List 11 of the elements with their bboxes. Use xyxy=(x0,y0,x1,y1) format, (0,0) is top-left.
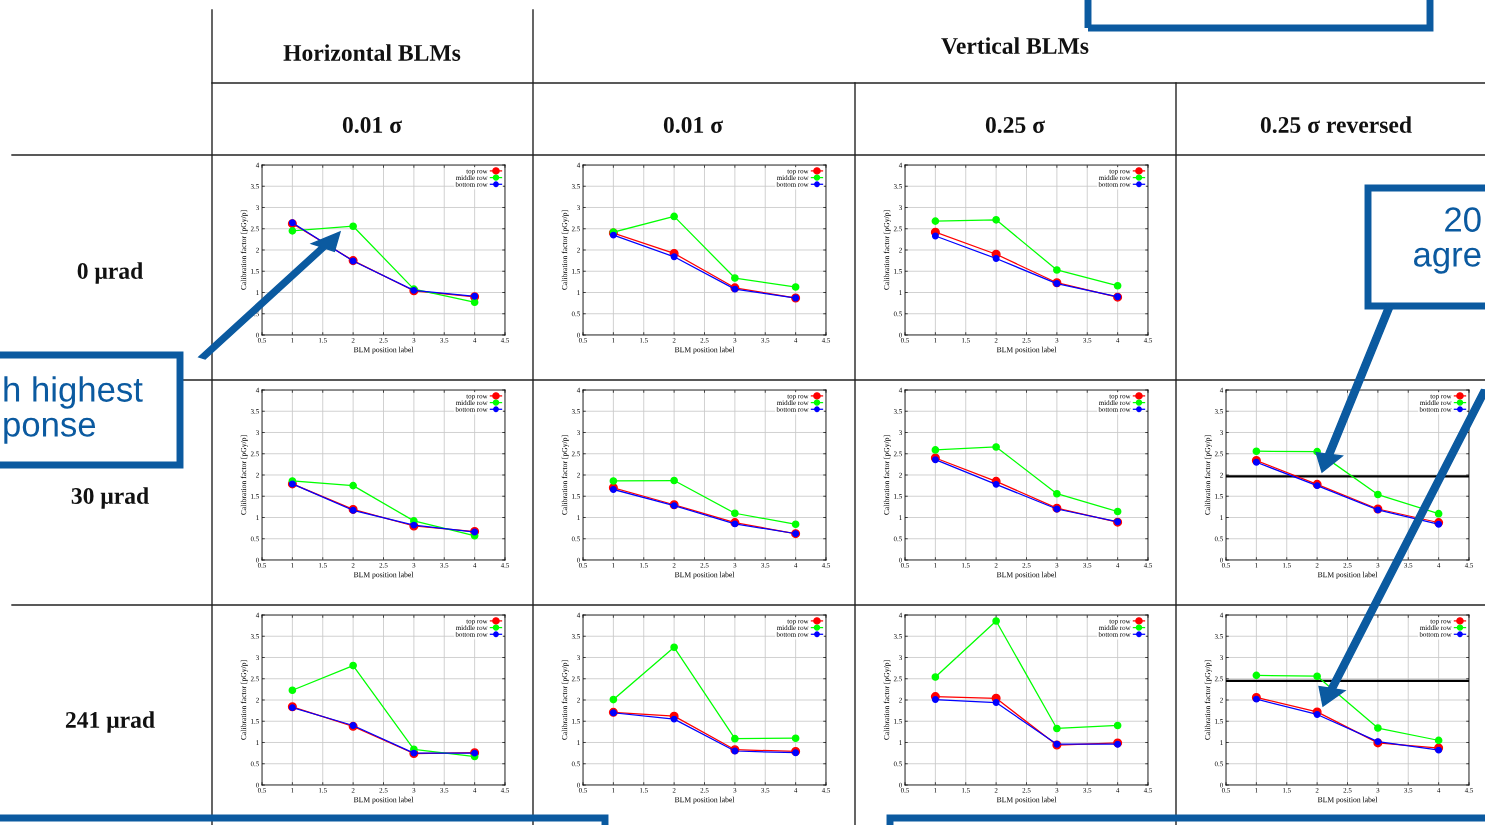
text: h highest ponse xyxy=(4,376,143,444)
text: 0 μrad xyxy=(77,262,143,284)
text: Horizontal BLMs xyxy=(283,44,461,61)
text: 0.01 σ xyxy=(663,116,723,134)
text: 0.25 σ xyxy=(985,116,1045,134)
text: 30 μrad xyxy=(71,487,149,509)
text: 0.01 σ xyxy=(342,116,402,134)
text: 0.25 σ reversed xyxy=(1260,116,1412,134)
text: Vertical BLMs xyxy=(941,37,1089,55)
text: 20 agre xyxy=(1413,207,1481,274)
text: 241 μrad xyxy=(65,711,155,733)
